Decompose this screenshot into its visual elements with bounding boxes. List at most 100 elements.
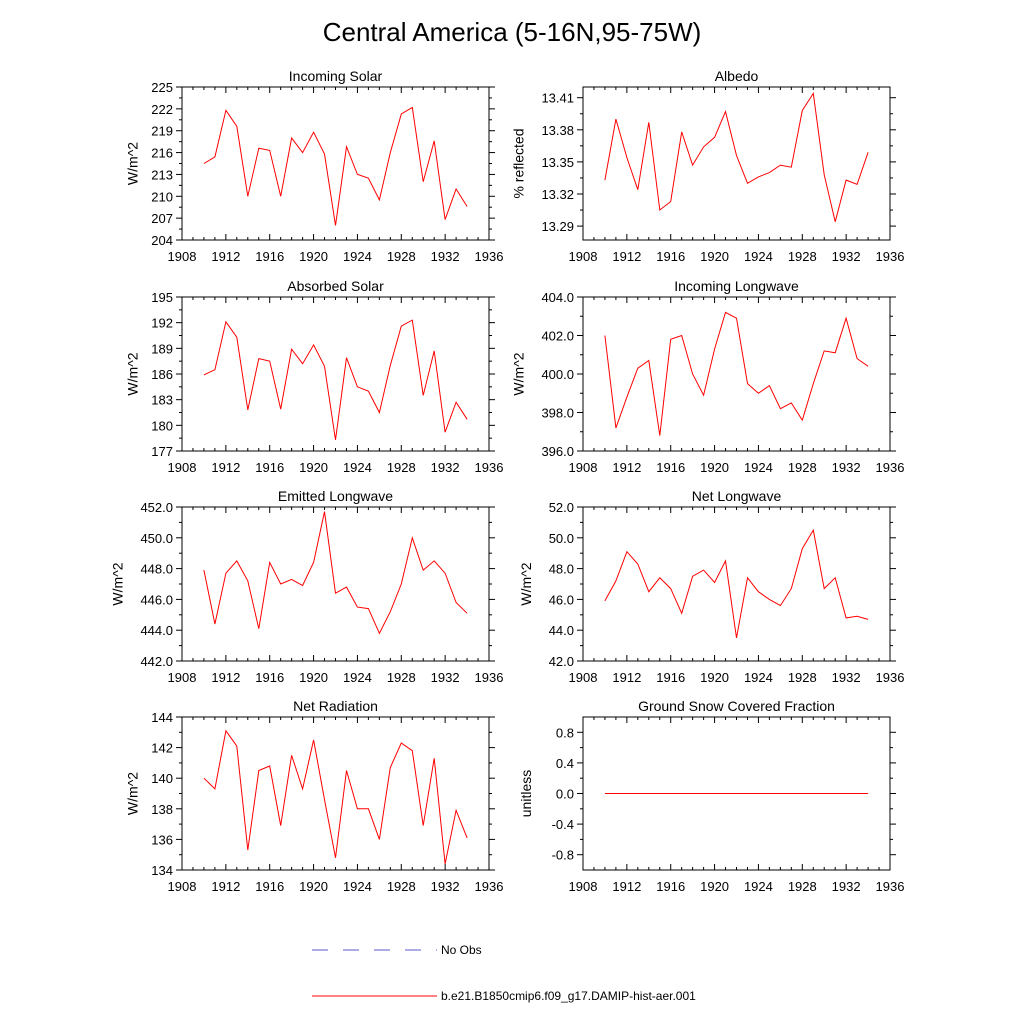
y-tick-label: -0.8 bbox=[552, 848, 574, 863]
y-tick-label: -0.4 bbox=[552, 817, 574, 832]
y-tick-label: 192 bbox=[151, 316, 173, 331]
x-tick-label: 1932 bbox=[431, 460, 460, 475]
x-tick-label: 1924 bbox=[343, 670, 372, 685]
x-tick-label: 1936 bbox=[475, 670, 504, 685]
panel-title: Net Longwave bbox=[692, 488, 782, 504]
panel-title: Net Radiation bbox=[293, 698, 378, 714]
x-tick-label: 1924 bbox=[744, 879, 773, 894]
x-tick-label: 1924 bbox=[343, 879, 372, 894]
x-tick-label: 1932 bbox=[431, 879, 460, 894]
series-line bbox=[203, 319, 468, 440]
x-tick-label: 1920 bbox=[299, 249, 328, 264]
x-tick-label: 1928 bbox=[387, 249, 416, 264]
panel-1: Incoming Solar 1908 1912 1916 1920 1924 1928 19… bbox=[125, 68, 504, 264]
panel-8: Ground Snow Covered Fraction 1908 1912 1916… bbox=[518, 698, 904, 894]
x-tick-label: 1916 bbox=[255, 249, 284, 264]
x-tick-label: 1920 bbox=[299, 670, 328, 685]
x-tick-label: 1928 bbox=[788, 460, 817, 475]
y-tick-label: 183 bbox=[151, 393, 173, 408]
y-tick-label: 396.0 bbox=[541, 444, 574, 459]
x-tick-label: 1932 bbox=[431, 670, 460, 685]
panel-4: Incoming Longwave 1908 1912 1916 1920 1924 192… bbox=[511, 278, 905, 475]
y-tick-label: 452.0 bbox=[140, 500, 173, 515]
y-tick-label: 189 bbox=[151, 341, 173, 356]
panel-title: Incoming Longwave bbox=[674, 278, 799, 294]
x-tick-label: 1928 bbox=[387, 879, 416, 894]
y-axis-label: W/m^2 bbox=[110, 562, 126, 605]
panel-7: Net Radiation 1908 1912 1916 1920 1924 1928 193… bbox=[125, 698, 504, 894]
x-tick-label: 1908 bbox=[168, 670, 197, 685]
x-tick-label: 1932 bbox=[832, 249, 861, 264]
x-tick-label: 1912 bbox=[211, 249, 240, 264]
x-tick-label: 1928 bbox=[788, 670, 817, 685]
panel-3: Absorbed Solar 1908 1912 1916 1920 1924 1928 19… bbox=[125, 278, 504, 475]
y-tick-label: 207 bbox=[151, 211, 173, 226]
y-tick-label: 138 bbox=[151, 802, 173, 817]
x-tick-label: 1936 bbox=[876, 249, 905, 264]
y-tick-label: 450.0 bbox=[140, 531, 173, 546]
y-tick-label: 219 bbox=[151, 124, 173, 139]
plot-frame bbox=[181, 506, 490, 662]
x-tick-label: 1936 bbox=[475, 460, 504, 475]
y-tick-label: 0.0 bbox=[556, 787, 574, 802]
y-tick-label: 400.0 bbox=[541, 367, 574, 382]
y-tick-label: 180 bbox=[151, 418, 173, 433]
x-tick-label: 1924 bbox=[343, 460, 372, 475]
y-tick-label: 195 bbox=[151, 290, 173, 305]
x-tick-label: 1928 bbox=[788, 249, 817, 264]
x-tick-label: 1908 bbox=[168, 460, 197, 475]
x-tick-label: 1928 bbox=[387, 670, 416, 685]
series-line bbox=[604, 311, 869, 436]
x-tick-label: 1912 bbox=[612, 879, 641, 894]
y-tick-label: 46.0 bbox=[549, 592, 574, 607]
y-tick-label: 402.0 bbox=[541, 329, 574, 344]
panel-title: Albedo bbox=[715, 68, 759, 84]
x-tick-label: 1924 bbox=[744, 460, 773, 475]
x-tick-label: 1916 bbox=[255, 670, 284, 685]
x-tick-label: 1908 bbox=[569, 249, 598, 264]
y-axis-label: W/m^2 bbox=[125, 142, 141, 185]
y-tick-label: 213 bbox=[151, 167, 173, 182]
y-tick-label: 13.35 bbox=[541, 155, 574, 170]
y-axis-label: W/m^2 bbox=[125, 772, 141, 815]
y-axis-label: W/m^2 bbox=[518, 562, 534, 605]
y-tick-label: 398.0 bbox=[541, 406, 574, 421]
x-tick-label: 1920 bbox=[700, 879, 729, 894]
panel-title: Emitted Longwave bbox=[278, 488, 393, 504]
y-tick-label: 177 bbox=[151, 444, 173, 459]
y-tick-label: 0.8 bbox=[556, 725, 574, 740]
x-tick-label: 1912 bbox=[612, 460, 641, 475]
x-tick-label: 1916 bbox=[656, 460, 685, 475]
y-tick-label: 13.29 bbox=[541, 219, 574, 234]
x-tick-label: 1912 bbox=[211, 460, 240, 475]
y-axis-label: W/m^2 bbox=[125, 352, 141, 395]
panels: Incoming Solar 1908 1912 1916 1920 1924 1928 19… bbox=[110, 68, 905, 894]
x-tick-label: 1928 bbox=[387, 460, 416, 475]
y-tick-label: 404.0 bbox=[541, 290, 574, 305]
x-tick-label: 1920 bbox=[700, 670, 729, 685]
plot-frame bbox=[181, 296, 490, 452]
x-tick-label: 1916 bbox=[656, 879, 685, 894]
x-tick-label: 1920 bbox=[700, 249, 729, 264]
x-tick-label: 1908 bbox=[569, 879, 598, 894]
y-tick-label: 134 bbox=[151, 863, 173, 878]
plot-frame bbox=[181, 86, 490, 241]
y-tick-label: 52.0 bbox=[549, 500, 574, 515]
x-tick-label: 1924 bbox=[744, 670, 773, 685]
y-tick-label: 140 bbox=[151, 771, 173, 786]
x-tick-label: 1916 bbox=[255, 879, 284, 894]
y-tick-label: 142 bbox=[151, 741, 173, 756]
panel-title: Incoming Solar bbox=[289, 68, 383, 84]
panel-5: Emitted Longwave 1908 1912 1916 1920 1924 1928… bbox=[110, 488, 504, 685]
series-line bbox=[203, 729, 468, 865]
x-tick-label: 1936 bbox=[876, 670, 905, 685]
x-tick-label: 1916 bbox=[255, 460, 284, 475]
y-axis-label: % reflected bbox=[511, 128, 527, 198]
y-tick-label: 444.0 bbox=[140, 623, 173, 638]
x-tick-label: 1936 bbox=[876, 879, 905, 894]
x-tick-label: 1916 bbox=[656, 670, 685, 685]
y-tick-label: 42.0 bbox=[549, 654, 574, 669]
x-tick-label: 1936 bbox=[475, 879, 504, 894]
x-tick-label: 1908 bbox=[168, 249, 197, 264]
y-tick-label: 204 bbox=[151, 233, 173, 248]
